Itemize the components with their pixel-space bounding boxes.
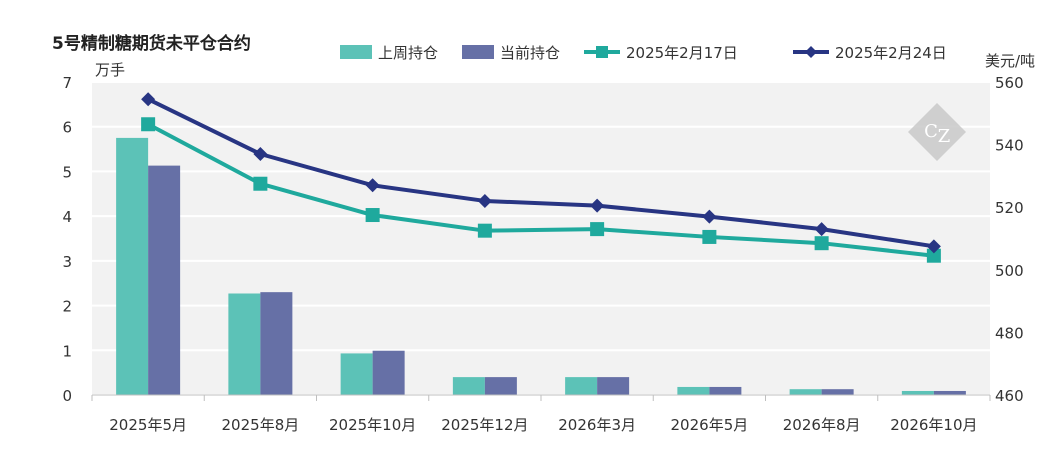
point-marker: [814, 222, 829, 237]
bar-last-week: [789, 389, 822, 395]
point-marker: [365, 208, 380, 223]
legend-swatch: [340, 45, 372, 59]
bar-last-week: [228, 293, 261, 395]
bars: [116, 137, 966, 395]
right-axis-unit: 美元/吨: [985, 52, 1035, 70]
point-marker: [365, 178, 380, 193]
series-line-feb17: [147, 122, 935, 258]
x-tick-label: 2026年8月: [783, 416, 861, 434]
legend-label: 上周持仓: [378, 44, 438, 62]
bar-last-week: [565, 377, 598, 395]
point-marker: [141, 117, 156, 132]
point-marker: [253, 146, 268, 161]
legend: 上周持仓 当前持仓 2025年2月17日 2025年2月24日: [340, 44, 947, 62]
left-tick-label: 5: [62, 163, 72, 181]
right-tick-label: 560: [995, 74, 1024, 92]
point-marker: [814, 236, 829, 251]
point-marker: [926, 239, 941, 254]
left-tick-label: 1: [62, 342, 72, 360]
svg-text:C: C: [924, 121, 938, 142]
legend-label: 2025年2月17日: [626, 44, 738, 62]
x-tick-label: 2025年5月: [109, 416, 187, 434]
bar-current: [260, 292, 293, 395]
left-tick-label: 4: [62, 208, 72, 226]
bar-last-week: [901, 390, 934, 395]
point-marker: [590, 222, 605, 237]
point-marker: [702, 229, 717, 244]
bar-last-week: [340, 353, 373, 395]
bar-last-week: [116, 137, 149, 395]
lines: [141, 92, 941, 263]
x-tick-label: 2025年8月: [222, 416, 300, 434]
legend-label: 2025年2月24日: [835, 44, 947, 62]
point-marker: [702, 209, 717, 224]
bar-current: [821, 389, 854, 395]
x-tick-label: 2026年5月: [671, 416, 749, 434]
bar-current: [372, 350, 405, 395]
series-line-feb24: [147, 97, 935, 249]
bar-current: [933, 390, 966, 395]
right-tick-label: 480: [995, 324, 1024, 342]
bar-current: [484, 377, 517, 395]
right-tick-label: 540: [995, 137, 1024, 155]
plot-background: [92, 82, 990, 395]
legend-marker: [596, 46, 608, 58]
chart-title: 5号精制糖期货未平仓合约: [52, 33, 251, 54]
bar-current: [597, 377, 630, 395]
legend-label: 当前持仓: [500, 44, 560, 62]
left-axis-unit: 万手: [95, 61, 125, 79]
point-marker: [590, 198, 605, 213]
point-marker: [253, 176, 268, 191]
right-tick-label: 500: [995, 262, 1024, 280]
x-tick-label: 2026年3月: [558, 416, 636, 434]
cz-logo-watermark: C Z: [908, 103, 966, 161]
left-tick-label: 2: [62, 298, 72, 316]
left-tick-label: 6: [62, 119, 72, 137]
bar-last-week: [452, 377, 485, 395]
legend-marker: [805, 46, 817, 58]
left-tick-label: 0: [62, 387, 72, 405]
svg-text:Z: Z: [938, 126, 951, 147]
x-tick-label: 2026年10月: [890, 416, 977, 434]
point-marker: [926, 248, 941, 263]
point-marker: [477, 193, 492, 208]
left-tick-label: 3: [62, 253, 72, 271]
point-marker: [141, 92, 156, 107]
right-tick-label: 520: [995, 199, 1024, 217]
bar-current: [148, 165, 181, 395]
bar-current: [709, 386, 742, 395]
axes: 0 1 2 3 4 5 6 7 460 480 500 520 540 560 2025年5月 2025年8月…: [62, 74, 1023, 434]
right-tick-label: 460: [995, 387, 1024, 405]
point-marker: [477, 223, 492, 238]
left-tick-label: 7: [62, 74, 72, 92]
legend-swatch: [462, 45, 494, 59]
bar-last-week: [677, 386, 710, 395]
x-tick-label: 2025年12月: [441, 416, 528, 434]
x-tick-label: 2025年10月: [329, 416, 416, 434]
